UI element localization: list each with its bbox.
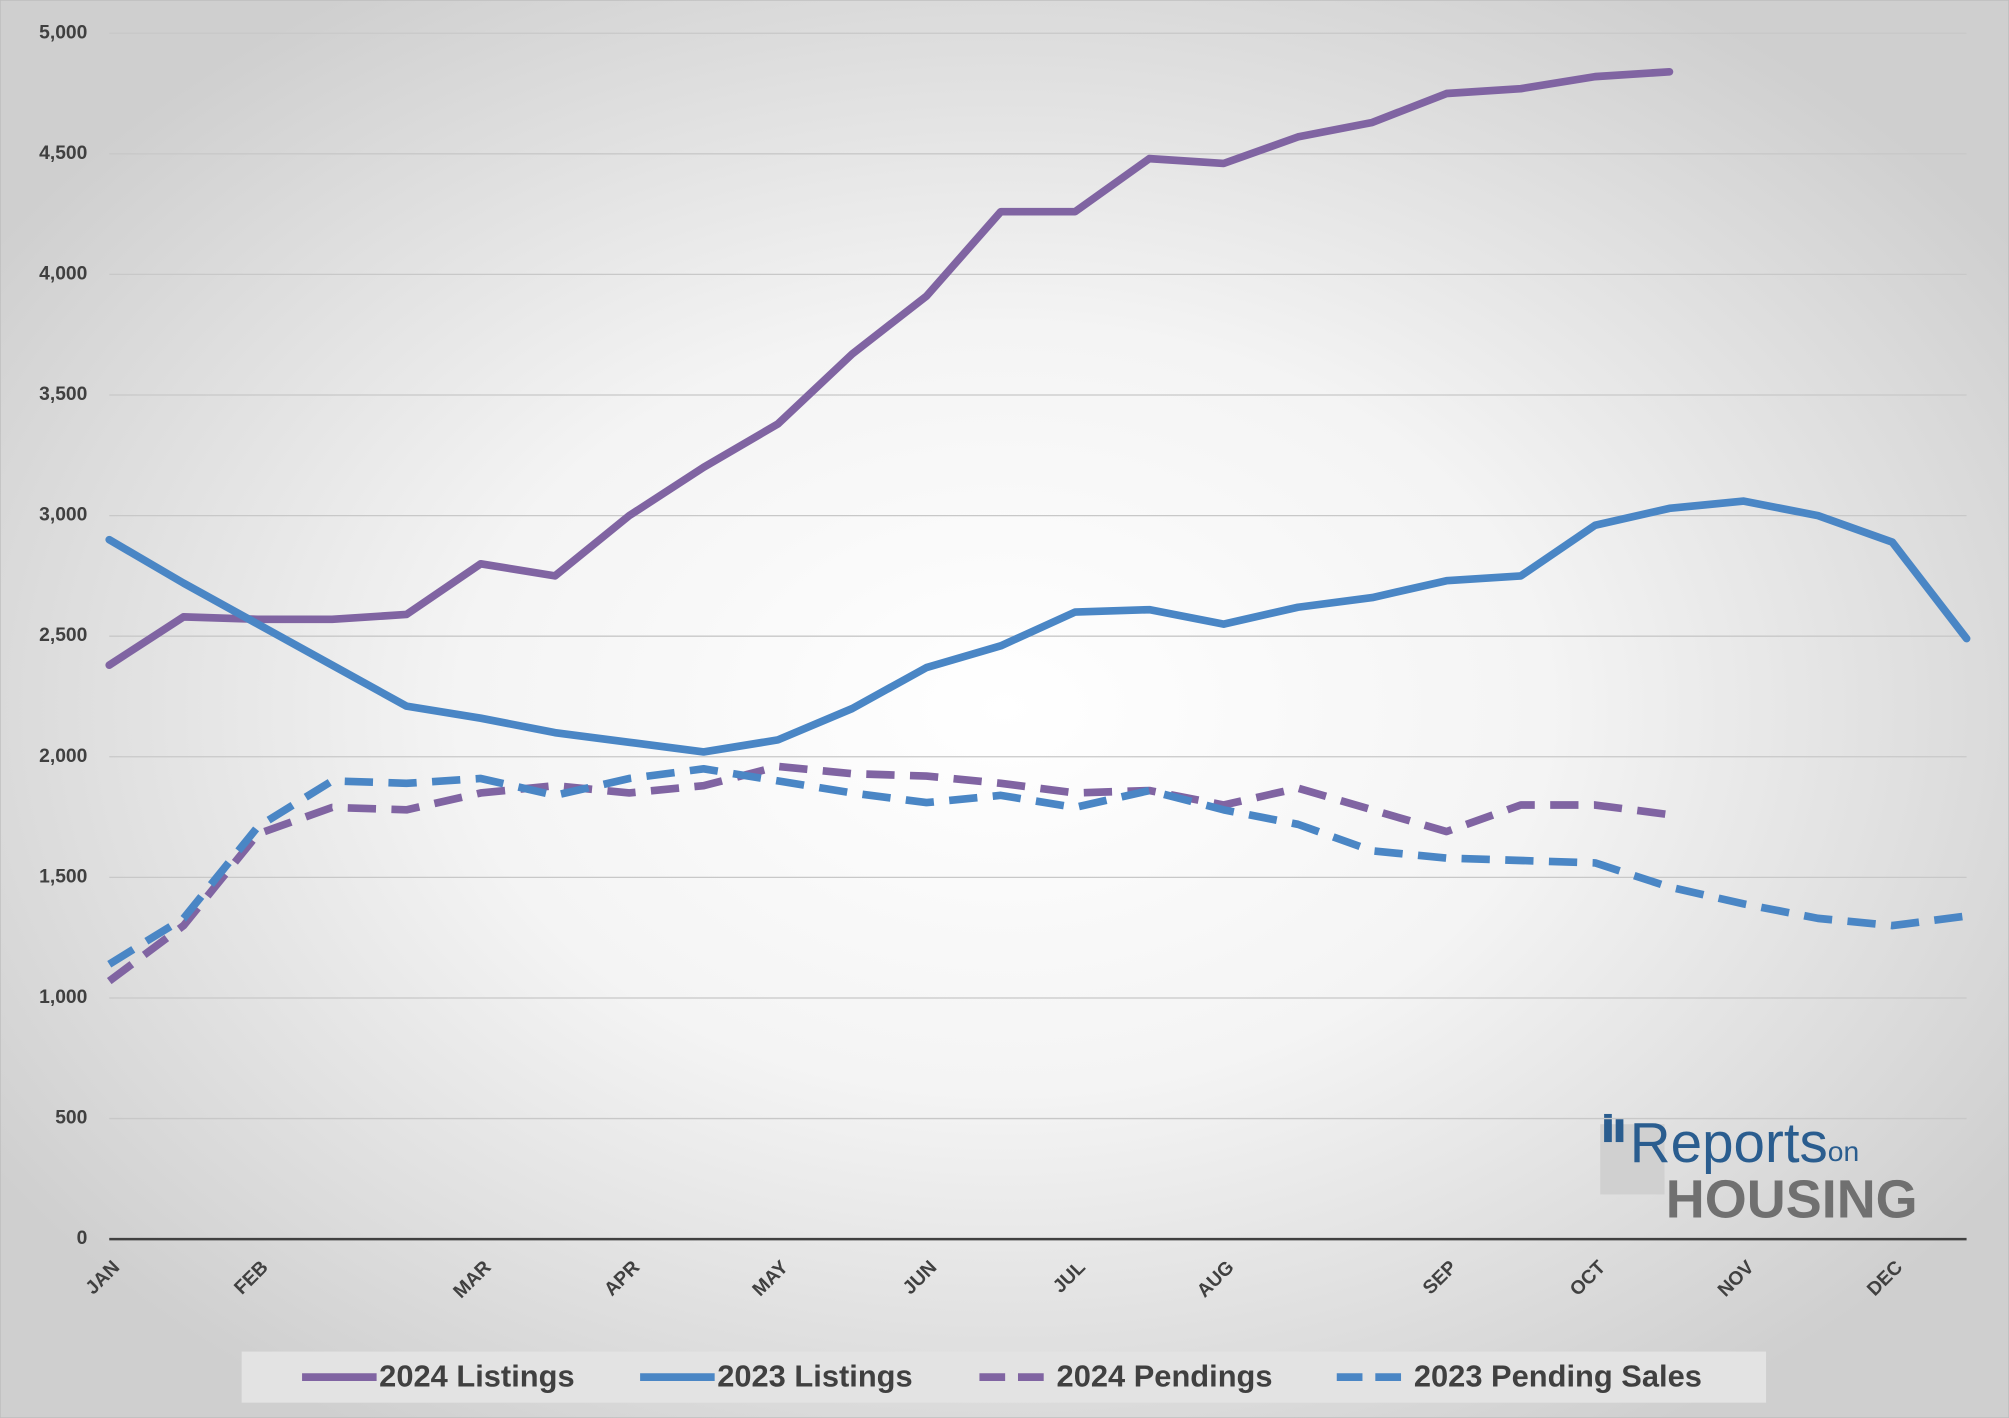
y-tick-label: 1,000 <box>39 987 87 1008</box>
y-tick-label: 1,500 <box>39 866 87 887</box>
y-tick-label: 2,000 <box>39 746 87 767</box>
y-tick-label: 3,000 <box>39 505 87 526</box>
legend-label: 2024 Listings <box>379 1359 574 1394</box>
series-line <box>105 497 1971 756</box>
logo-icon <box>1604 1113 1612 1143</box>
series-line <box>106 762 1670 985</box>
legend-label: 2024 Pendings <box>1057 1359 1273 1394</box>
legend-label: 2023 Pending Sales <box>1414 1359 1702 1394</box>
y-tick-label: 4,500 <box>39 143 87 164</box>
y-tick-label: 2,500 <box>39 625 87 646</box>
logo-text: Reports <box>1630 1111 1828 1174</box>
logo: Reports on HOUSING <box>1600 1111 1918 1230</box>
logo-icon <box>1615 1119 1624 1143</box>
logo-text: on <box>1828 1135 1859 1167</box>
y-tick-label: 4,000 <box>39 264 87 285</box>
series-line <box>107 765 1968 968</box>
y-tick-label: 500 <box>55 1108 87 1129</box>
series-line <box>105 67 1674 669</box>
y-tick-label: 3,500 <box>39 384 87 405</box>
y-tick-label: 0 <box>77 1228 88 1249</box>
logo-text: HOUSING <box>1666 1170 1918 1230</box>
y-tick-label: 5,000 <box>39 22 87 43</box>
legend-label: 2023 Listings <box>717 1359 912 1394</box>
